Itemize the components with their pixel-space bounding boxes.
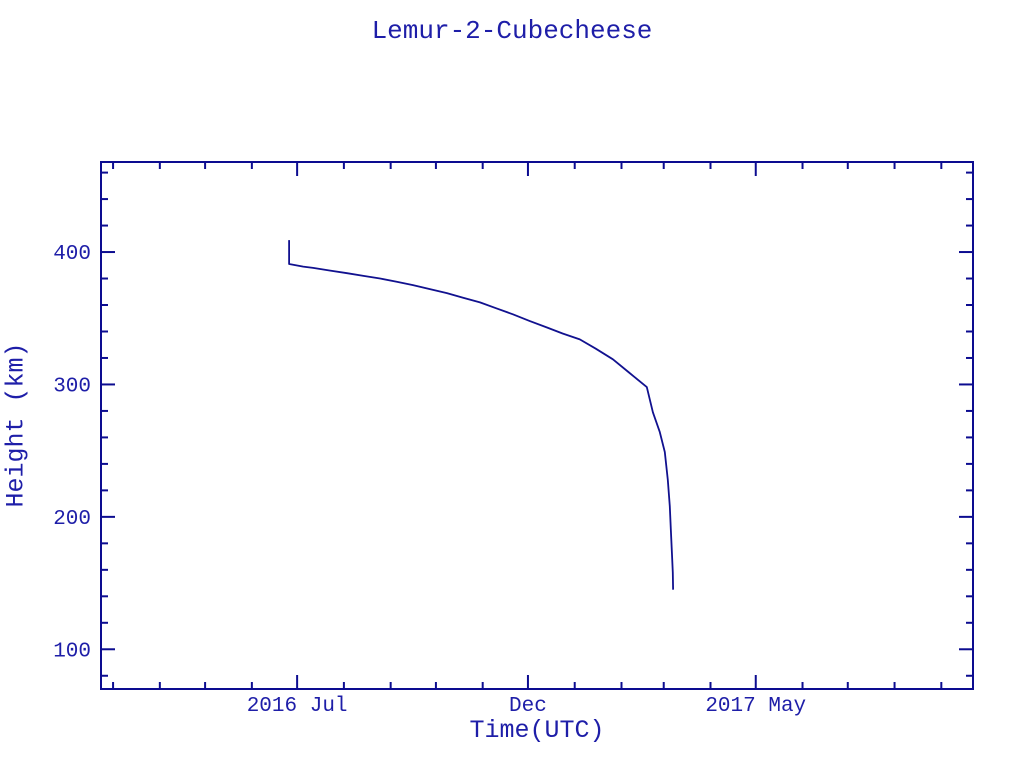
y-tick-label: 400 xyxy=(53,243,91,266)
x-axis-title: Time(UTC) xyxy=(469,716,605,745)
y-tick-label: 300 xyxy=(53,375,91,398)
x-tick-label: 2017 May xyxy=(705,695,806,718)
y-tick-label: 200 xyxy=(53,508,91,531)
plot-frame xyxy=(100,161,974,690)
decay-curve xyxy=(288,240,674,590)
y-tick-label: 100 xyxy=(53,640,91,663)
chart-title: Lemur-2-Cubecheese xyxy=(371,16,653,46)
x-tick-label: 2016 Jul xyxy=(247,695,348,718)
x-tick-label: Dec xyxy=(509,695,547,718)
